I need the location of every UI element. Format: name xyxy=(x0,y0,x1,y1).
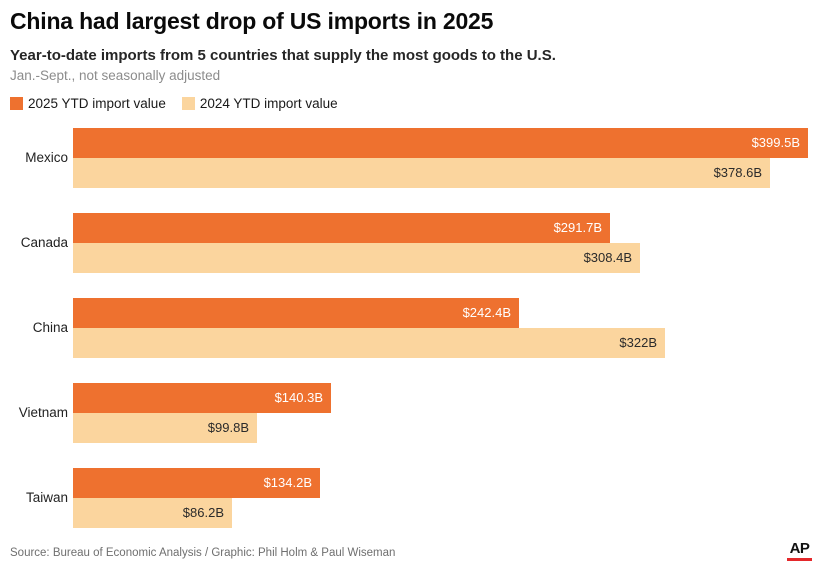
bar-group: $291.7B $308.4B xyxy=(73,212,832,273)
bar-2024: $308.4B xyxy=(73,242,640,273)
bar-value-label: $399.5B xyxy=(751,135,800,151)
bar-2025: $399.5B xyxy=(73,127,808,158)
bar-value-label: $134.2B xyxy=(263,475,312,491)
legend-label: 2025 YTD import value xyxy=(28,95,166,111)
chart-row: Vietnam $140.3B $99.8B xyxy=(10,382,832,443)
page-title: China had largest drop of US imports in … xyxy=(10,8,494,34)
category-label: Mexico xyxy=(25,150,68,166)
ap-logo: AP xyxy=(787,541,812,561)
bar-value-label: $291.7B xyxy=(553,220,602,236)
category-label: Vietnam xyxy=(18,405,68,421)
bar-2024: $322B xyxy=(73,327,665,358)
category-label: Canada xyxy=(20,235,68,251)
category-label: Taiwan xyxy=(25,490,68,506)
bar-group: $134.2B $86.2B xyxy=(73,467,832,528)
footer: Source: Bureau of Economic Analysis / Gr… xyxy=(10,541,812,561)
bar-value-label: $140.3B xyxy=(274,390,323,406)
chart-subtitle: Year-to-date imports from 5 countries th… xyxy=(10,46,556,64)
bar-group: $242.4B $322B xyxy=(73,297,832,358)
bar-value-label: $308.4B xyxy=(583,250,632,266)
bar-value-label: $86.2B xyxy=(182,505,224,521)
bar-2024: $86.2B xyxy=(73,497,232,528)
legend-item-2024: 2024 YTD import value xyxy=(181,95,338,111)
bar-group: $399.5B $378.6B xyxy=(73,127,832,188)
bar-chart: Mexico $399.5B $378.6B Canada $291.7B $308.4B… xyxy=(10,127,832,528)
legend-item-2025: 2025 YTD import value xyxy=(10,96,166,111)
category-label: China xyxy=(32,320,68,336)
chart-row: China $242.4B $322B xyxy=(10,297,832,358)
legend: 2025 YTD import value 2024 YTD import val… xyxy=(10,96,832,111)
ap-logo-underline xyxy=(787,558,812,561)
bar-2025: $134.2B xyxy=(73,467,320,498)
legend-label: 2024 YTD import value xyxy=(199,95,338,111)
chart-row: Canada $291.7B $308.4B xyxy=(10,212,832,273)
source-credit: Source: Bureau of Economic Analysis / Gr… xyxy=(10,547,396,559)
bar-2025: $291.7B xyxy=(73,212,610,243)
chart-note: Jan.-Sept., not seasonally adjusted xyxy=(10,67,221,83)
bar-2025: $242.4B xyxy=(73,297,519,328)
bar-value-label: $99.8B xyxy=(207,420,249,436)
bar-2024: $99.8B xyxy=(73,412,257,443)
legend-swatch-icon xyxy=(181,96,195,110)
bar-2024: $378.6B xyxy=(73,157,770,188)
bar-value-label: $322B xyxy=(619,335,657,351)
chart-row: Mexico $399.5B $378.6B xyxy=(10,127,832,188)
ap-logo-text: AP xyxy=(789,540,810,557)
bar-2025: $140.3B xyxy=(73,382,331,413)
bar-value-label: $242.4B xyxy=(462,305,511,321)
bar-group: $140.3B $99.8B xyxy=(73,382,832,443)
legend-swatch-icon xyxy=(10,96,23,110)
chart-row: Taiwan $134.2B $86.2B xyxy=(10,467,832,528)
bar-value-label: $378.6B xyxy=(713,165,762,181)
